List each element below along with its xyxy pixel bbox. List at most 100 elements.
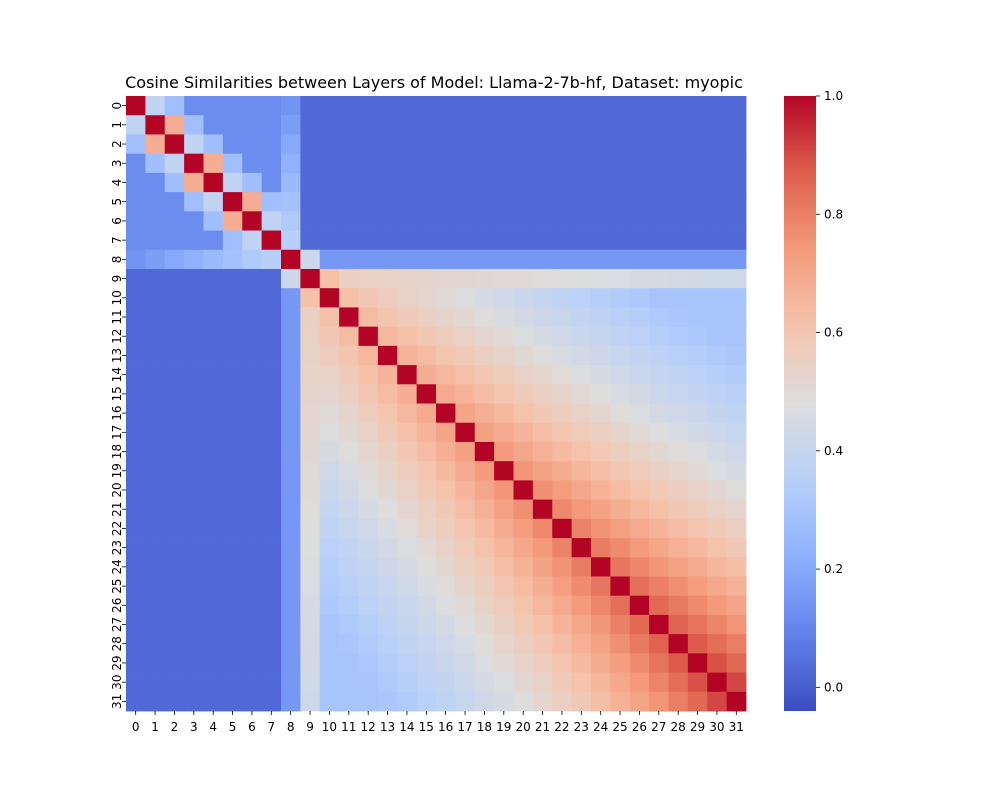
- heatmap-cell: [610, 384, 631, 404]
- heatmap-cell: [455, 403, 476, 424]
- heatmap-cell: [668, 153, 689, 174]
- heatmap-cell: [184, 153, 204, 174]
- heatmap-cell: [300, 576, 321, 597]
- heatmap-cell: [707, 518, 728, 539]
- colorbar-tick-label: 0.8: [824, 207, 843, 221]
- heatmap-cell: [222, 653, 243, 673]
- heatmap-cell: [629, 614, 650, 635]
- heatmap-cell: [416, 441, 437, 462]
- heatmap-cell: [358, 557, 379, 577]
- heatmap-cell: [319, 614, 340, 635]
- heatmap-cell: [668, 499, 689, 520]
- heatmap-cell: [126, 345, 146, 366]
- heatmap-cell: [319, 595, 340, 616]
- heatmap-cell: [649, 384, 669, 404]
- heatmap-cell: [552, 268, 573, 289]
- heatmap-cell: [126, 480, 146, 500]
- heatmap-cell: [629, 576, 650, 597]
- heatmap-cell: [571, 480, 592, 500]
- heatmap-cell: [126, 653, 146, 673]
- heatmap-cell: [455, 691, 476, 712]
- heatmap-cell: [591, 422, 611, 443]
- heatmap-cell: [455, 172, 476, 193]
- heatmap-cell: [377, 422, 398, 443]
- heatmap-cell: [203, 557, 224, 577]
- heatmap-cell: [474, 441, 495, 462]
- heatmap-cell: [610, 441, 631, 462]
- heatmap-cell: [281, 365, 301, 385]
- x-tick-label: 21: [535, 720, 550, 734]
- heatmap-cell: [513, 480, 534, 500]
- heatmap-cell: [242, 614, 263, 635]
- heatmap-cell: [687, 268, 708, 289]
- heatmap-cell: [203, 384, 224, 404]
- x-tick-label: 12: [361, 720, 376, 734]
- heatmap-cell: [436, 153, 456, 174]
- heatmap-cell: [281, 384, 301, 404]
- heatmap-cell: [687, 499, 708, 520]
- heatmap-cell: [455, 518, 476, 539]
- heatmap-cell: [668, 384, 689, 404]
- heatmap-cell: [300, 365, 321, 385]
- heatmap-cell: [552, 634, 573, 654]
- heatmap-cell: [687, 653, 708, 673]
- heatmap-cell: [494, 480, 514, 500]
- heatmap-cell: [687, 249, 708, 270]
- heatmap-cell: [436, 691, 456, 712]
- heatmap-cell: [687, 384, 708, 404]
- heatmap-cell: [629, 268, 650, 289]
- heatmap-cell: [281, 211, 301, 231]
- heatmap-cell: [339, 384, 359, 404]
- heatmap-cell: [474, 653, 495, 673]
- heatmap-cell: [203, 365, 224, 385]
- heatmap-cell: [416, 480, 437, 500]
- y-tick-label: 16: [110, 405, 124, 420]
- heatmap-cell: [513, 326, 534, 347]
- heatmap-cell: [455, 134, 476, 155]
- heatmap-cell: [261, 192, 282, 212]
- heatmap-cell: [184, 441, 204, 462]
- heatmap-cell: [571, 576, 592, 597]
- heatmap-cell: [591, 557, 611, 577]
- heatmap-cell: [319, 480, 340, 500]
- heatmap-cell: [203, 634, 224, 654]
- x-tick-label: 5: [229, 720, 237, 734]
- heatmap-cell: [145, 576, 166, 597]
- heatmap-cell: [242, 634, 263, 654]
- heatmap-cell: [687, 115, 708, 135]
- heatmap-cell: [649, 691, 669, 712]
- heatmap-cell: [184, 172, 204, 193]
- heatmap-cell: [532, 230, 553, 251]
- heatmap-cell: [203, 691, 224, 712]
- heatmap-cell: [300, 249, 321, 270]
- heatmap-cell: [300, 518, 321, 539]
- heatmap-cell: [629, 403, 650, 424]
- heatmap-cell: [649, 499, 669, 520]
- heatmap-cell: [571, 249, 592, 270]
- heatmap-cell: [377, 672, 398, 693]
- heatmap-cell: [552, 172, 573, 193]
- heatmap-cell: [474, 422, 495, 443]
- heatmap-cell: [591, 672, 611, 693]
- heatmap-cell: [126, 192, 146, 212]
- heatmap-cell: [203, 595, 224, 616]
- heatmap-cell: [164, 538, 185, 558]
- heatmap-cell: [184, 134, 204, 155]
- heatmap-cell: [145, 115, 166, 135]
- heatmap-cell: [397, 461, 418, 481]
- heatmap-cell: [281, 499, 301, 520]
- heatmap-cell: [707, 192, 728, 212]
- heatmap-cell: [436, 461, 456, 481]
- heatmap-cell: [281, 230, 301, 251]
- heatmap-cell: [222, 672, 243, 693]
- heatmap-cell: [300, 614, 321, 635]
- heatmap-cell: [668, 480, 689, 500]
- heatmap-cell: [261, 345, 282, 366]
- heatmap-cell: [513, 634, 534, 654]
- heatmap-cell: [242, 172, 263, 193]
- heatmap-cell: [184, 307, 204, 328]
- heatmap-cell: [474, 384, 495, 404]
- heatmap-cell: [436, 576, 456, 597]
- heatmap-cell: [145, 518, 166, 539]
- heatmap-cell: [494, 403, 514, 424]
